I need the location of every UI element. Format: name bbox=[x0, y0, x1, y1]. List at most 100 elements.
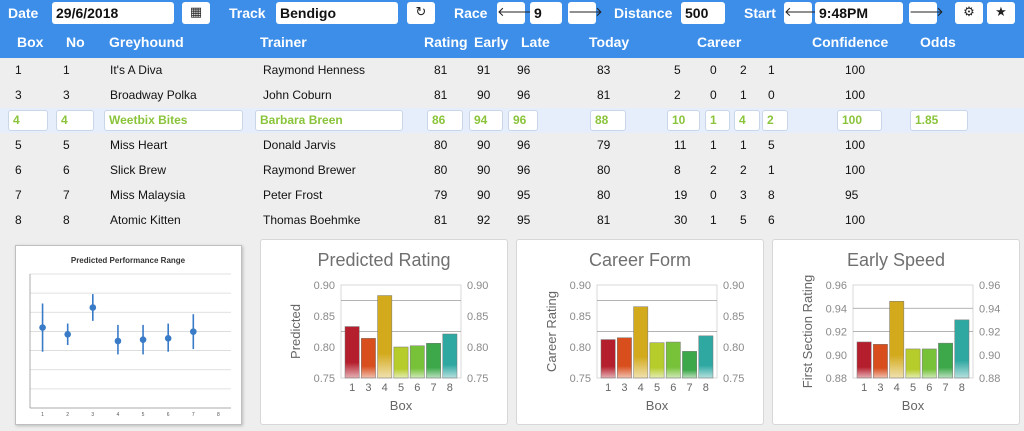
career-seconds-cell: 4 bbox=[734, 110, 760, 131]
header-odds[interactable]: Odds bbox=[920, 34, 956, 50]
confidence-cell: 100 bbox=[845, 63, 866, 77]
race-label: Race bbox=[454, 5, 488, 21]
x-tick-label: 1 bbox=[349, 382, 355, 394]
start-next-icon[interactable]: 🡒 bbox=[909, 2, 944, 24]
early-cell: 90 bbox=[477, 188, 491, 202]
x-axis-label: Box bbox=[390, 398, 413, 413]
refresh-icon[interactable]: ↻ bbox=[407, 2, 435, 24]
trainer-cell: Peter Frost bbox=[263, 188, 323, 202]
header-today[interactable]: Today bbox=[589, 34, 630, 50]
table-row[interactable]: 1 1 It's A Diva Raymond Henness 81 91 96 83 5 0 2 1… bbox=[0, 58, 1024, 83]
header-no[interactable]: No bbox=[66, 34, 85, 50]
date-input[interactable]: 29/6/2018 bbox=[52, 2, 174, 24]
header-box[interactable]: Box bbox=[17, 34, 44, 50]
x-tick-label: 6 bbox=[414, 382, 420, 394]
x-tick-label: 3 bbox=[91, 412, 94, 418]
x-tick-label: 6 bbox=[167, 412, 170, 418]
star-icon[interactable]: ★ bbox=[987, 2, 1015, 24]
y-tick-label-right: 0.92 bbox=[979, 327, 1000, 339]
today-cell: 88 bbox=[590, 110, 626, 131]
confidence-cell: 100 bbox=[845, 138, 866, 152]
trainer-cell: Raymond Brewer bbox=[263, 163, 356, 177]
table-row[interactable]: 8 8 Atomic Kitten Thomas Boehmke 81 92 95 81 30 1… bbox=[0, 208, 1024, 233]
y-tick-label-right: 0.80 bbox=[723, 342, 744, 354]
table-row-selected[interactable]: 4 4 Weetbix Bites Barbara Breen 86 94 96 88 10 1 4… bbox=[0, 108, 1024, 133]
y-tick-label-left: 0.90 bbox=[314, 280, 335, 292]
y-tick-label-left: 0.75 bbox=[314, 373, 335, 385]
y-tick-label-right: 0.88 bbox=[979, 373, 1000, 385]
x-axis-label: Box bbox=[646, 398, 669, 413]
today-cell: 80 bbox=[597, 163, 611, 177]
career-wins-cell: 1 bbox=[710, 213, 717, 227]
y-tick-label-right: 0.96 bbox=[979, 280, 1000, 292]
career-wins-cell: 0 bbox=[710, 88, 717, 102]
rating-cell: 80 bbox=[434, 163, 448, 177]
trainer-cell: Donald Jarvis bbox=[263, 138, 336, 152]
today-cell: 81 bbox=[597, 213, 611, 227]
chart-title: Predicted Performance Range bbox=[71, 256, 186, 265]
x-tick-label: 5 bbox=[142, 412, 145, 418]
header-career[interactable]: Career bbox=[697, 34, 742, 50]
header-late[interactable]: Late bbox=[521, 34, 550, 50]
rating-cell: 81 bbox=[434, 88, 448, 102]
header-greyhound[interactable]: Greyhound bbox=[109, 34, 184, 50]
career-seconds-cell: 2 bbox=[740, 63, 747, 77]
header-trainer[interactable]: Trainer bbox=[260, 34, 307, 50]
start-input[interactable]: 9:48PM bbox=[815, 2, 903, 24]
header-confidence[interactable]: Confidence bbox=[812, 34, 889, 50]
bar bbox=[600, 339, 616, 379]
bar bbox=[393, 346, 409, 379]
career-form-chart: 0.75 0.75 0.80 0.80 0.85 0.85 0.90 0.90 1 3 4 5 6 7 8 B… bbox=[544, 280, 744, 413]
early-speed-title: Early Speed bbox=[846, 250, 946, 270]
career-wins-cell: 0 bbox=[710, 188, 717, 202]
x-tick-label: 8 bbox=[217, 412, 220, 418]
greyhound-cell: It's A Diva bbox=[110, 63, 163, 77]
table-row[interactable]: 3 3 Broadway Polka John Coburn 81 90 96 81 2 0 1 0 1… bbox=[0, 83, 1024, 108]
career-form-title: Career Form bbox=[588, 250, 691, 270]
header-rating[interactable]: Rating bbox=[424, 34, 468, 50]
x-tick-label: 1 bbox=[861, 382, 867, 394]
today-cell: 83 bbox=[597, 63, 611, 77]
box-cell: 4 bbox=[8, 110, 48, 131]
box-cell: 1 bbox=[15, 63, 22, 77]
header-early[interactable]: Early bbox=[474, 34, 509, 50]
race-prev-icon[interactable]: 🡐 bbox=[497, 2, 532, 24]
toolbar: Date 29/6/2018 ▦ Track Bendigo ↻ Race 🡐 … bbox=[0, 0, 1024, 28]
y-tick-label-left: 0.80 bbox=[314, 342, 335, 354]
bar bbox=[377, 295, 393, 379]
no-cell: 3 bbox=[63, 88, 70, 102]
table-row[interactable]: 6 6 Slick Brew Raymond Brewer 80 90 96 80 8 2 2 1 10… bbox=[0, 158, 1024, 183]
y-tick-label-right: 0.90 bbox=[979, 350, 1000, 362]
career-thirds-cell: 8 bbox=[768, 188, 775, 202]
race-next-icon[interactable]: 🡒 bbox=[568, 2, 603, 24]
predicted-rating-panel: Predicted Rating 0.75 0.75 0.80 0.80 0.85 0.8… bbox=[260, 239, 508, 425]
greyhound-cell: Broadway Polka bbox=[110, 88, 197, 102]
track-input[interactable]: Bendigo bbox=[276, 2, 398, 24]
calendar-icon[interactable]: ▦ bbox=[182, 2, 210, 24]
early-cell: 90 bbox=[477, 88, 491, 102]
career-thirds-cell: 1 bbox=[768, 163, 775, 177]
gear-icon[interactable]: ⚙ bbox=[955, 2, 983, 24]
race-input[interactable]: 9 bbox=[530, 2, 562, 24]
late-cell: 96 bbox=[517, 88, 531, 102]
greyhound-cell: Weetbix Bites bbox=[104, 110, 243, 131]
late-cell: 95 bbox=[517, 188, 531, 202]
performance-range-chart: Predicted Performance Range 1 2 3 4 5 6 7 8 bbox=[29, 256, 231, 418]
today-cell: 79 bbox=[597, 138, 611, 152]
today-cell: 80 bbox=[597, 188, 611, 202]
career-wins-cell: 1 bbox=[705, 110, 730, 131]
bar bbox=[426, 343, 441, 379]
x-tick-label: 4 bbox=[894, 382, 900, 394]
y-tick-label-left: 0.85 bbox=[314, 311, 335, 323]
distance-input[interactable]: 500 bbox=[681, 2, 725, 24]
performance-range-panel: Predicted Performance Range 1 2 3 4 5 6 7 8 bbox=[15, 245, 242, 425]
x-tick-label: 2 bbox=[66, 412, 69, 418]
start-prev-icon[interactable]: 🡐 bbox=[784, 2, 819, 24]
table-row[interactable]: 7 7 Miss Malaysia Peter Frost 79 90 95 80 19 0 3 8 9… bbox=[0, 183, 1024, 208]
table-row[interactable]: 5 5 Miss Heart Donald Jarvis 80 90 96 79 11 1 1 5 10… bbox=[0, 133, 1024, 158]
box-cell: 8 bbox=[15, 213, 22, 227]
career-seconds-cell: 1 bbox=[740, 138, 747, 152]
y-axis-label: Predicted bbox=[288, 304, 303, 359]
x-tick-label: 3 bbox=[365, 382, 371, 394]
y-axis-label: Career Rating bbox=[544, 291, 559, 372]
